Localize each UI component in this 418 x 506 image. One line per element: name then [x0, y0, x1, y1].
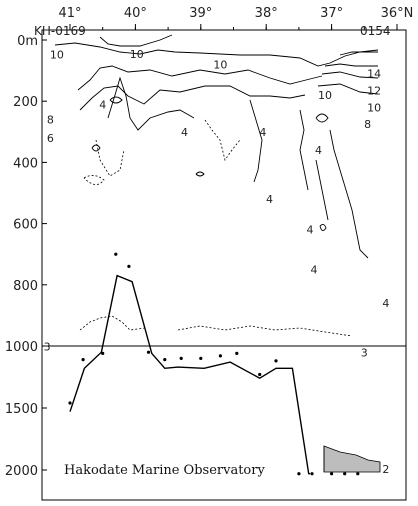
- contour-label: 8: [364, 118, 371, 131]
- x-tick-label: 36°N: [381, 6, 414, 21]
- sample-point: [179, 356, 183, 360]
- x-tick-label: 39°: [189, 6, 212, 21]
- contour-line: [315, 113, 329, 123]
- bottom-profile-layer: [69, 274, 310, 475]
- axis-layer: 41° 40° 39° 38° 37° 36°N 0m 200 400 600 800 1000 150…: [5, 6, 413, 479]
- contour-label: 10: [367, 101, 381, 114]
- contour-label: 3: [44, 341, 51, 354]
- bottom-profile-line: [69, 274, 310, 475]
- contour-label: 10: [50, 49, 64, 62]
- contour-label: 14: [367, 68, 381, 81]
- dotted-contour: [95, 139, 125, 177]
- contour-label-layer: 10 10 10 10 14 12 10 8 8 6 4 4 4 4 4 4 4 4 3 3 2: [44, 48, 390, 476]
- sample-point: [81, 358, 85, 362]
- contour-line: [77, 65, 323, 91]
- y-tick-label: 800: [13, 279, 38, 294]
- contour-label: 4: [259, 126, 266, 139]
- contour-label: 4: [307, 224, 314, 237]
- sample-point: [163, 358, 167, 362]
- contour-line: [329, 129, 369, 259]
- contour-label: 4: [99, 98, 106, 111]
- sample-point: [199, 356, 203, 360]
- sample-point: [297, 472, 301, 476]
- station-start-label: KH-0169: [34, 24, 86, 38]
- y-tick-label: 600: [13, 218, 38, 233]
- contour-line: [107, 76, 195, 131]
- x-tick-label: 37°: [320, 6, 343, 21]
- contour-line: [54, 42, 379, 67]
- y-tick-label: 200: [13, 95, 38, 110]
- contour-label: 10: [130, 48, 144, 61]
- dotted-contour: [204, 119, 241, 161]
- x-tick-label: 41°: [58, 6, 81, 21]
- sample-point: [356, 472, 360, 476]
- x-tick-label: 38°: [255, 6, 278, 21]
- contour-label: 4: [266, 193, 273, 206]
- contour-line: [79, 85, 306, 111]
- y-tick-label: 2000: [5, 464, 38, 479]
- contour-line: [99, 34, 173, 47]
- contour-label: 4: [382, 297, 389, 310]
- station-end-label: 0154: [360, 24, 391, 38]
- sample-points-layer: [68, 252, 360, 476]
- plot-frame: [41, 29, 407, 501]
- dotted-contour: [83, 175, 105, 185]
- sample-point: [101, 351, 105, 355]
- sample-point: [146, 350, 151, 354]
- sample-point: [330, 472, 334, 476]
- x-tick-label: 40°: [124, 6, 147, 21]
- contour-line: [91, 144, 101, 152]
- contour-label: 3: [361, 347, 368, 360]
- sample-point: [235, 351, 239, 355]
- contour-line: [249, 99, 263, 183]
- contour-layer: [54, 34, 379, 337]
- sample-point: [218, 354, 222, 358]
- contour-label: 4: [315, 144, 322, 157]
- contour-line: [324, 63, 378, 67]
- contour-label: 4: [181, 126, 188, 139]
- contour-line: [315, 159, 329, 221]
- sample-point: [310, 472, 314, 476]
- inset-shade: [323, 445, 381, 473]
- contour-label: 10: [213, 58, 227, 71]
- contour-label: 4: [310, 264, 317, 277]
- contour-line: [321, 71, 379, 79]
- contour-line: [195, 171, 205, 177]
- sample-point: [114, 252, 118, 256]
- contour-line: [317, 83, 379, 95]
- dotted-contour: [79, 315, 146, 331]
- y-tick-label: 0m: [17, 34, 38, 49]
- sample-point: [68, 401, 72, 405]
- contour-label: 2: [382, 463, 389, 476]
- contour-line: [299, 109, 309, 191]
- sample-point: [343, 472, 347, 476]
- contour-line: [339, 51, 378, 56]
- sample-point: [127, 264, 131, 268]
- contour-line: [109, 96, 123, 104]
- contour-label: 6: [47, 132, 54, 145]
- contour-label: 8: [47, 114, 54, 127]
- y-tick-label: 400: [13, 156, 38, 171]
- y-tick-label: 1000: [5, 340, 38, 355]
- y-tick-label: 1500: [5, 402, 38, 417]
- contour-label: 10: [318, 89, 332, 102]
- credit-text: Hakodate Marine Observatory: [64, 463, 265, 478]
- sample-point: [274, 359, 278, 363]
- dotted-contour: [177, 325, 353, 337]
- sample-point: [258, 372, 262, 377]
- contour-line: [319, 223, 327, 231]
- contour-label: 12: [367, 84, 381, 97]
